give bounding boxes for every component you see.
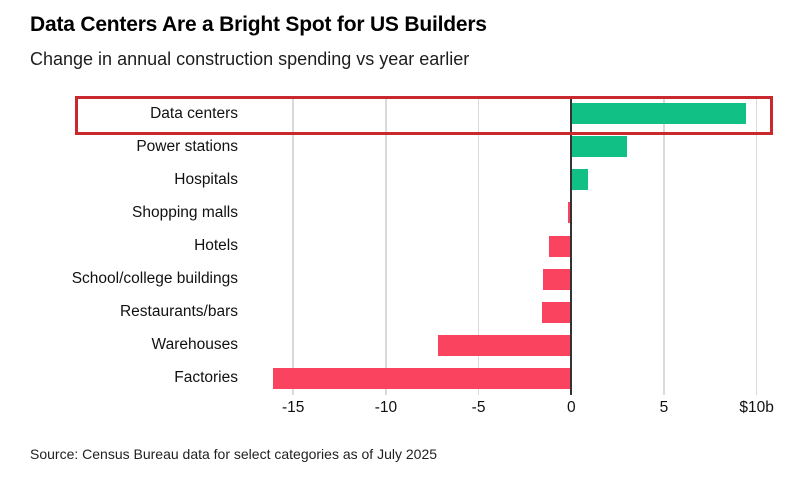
category-label-hotels: Hotels: [194, 236, 238, 254]
gridline-neg5: [477, 97, 480, 395]
bar-data-centers: [571, 103, 746, 125]
bar-chart: Data centers Power stations Hospitals Shopp…: [30, 97, 790, 416]
plot-area: [258, 97, 790, 395]
x-tick-label-5: 5: [659, 399, 669, 416]
category-label-factories: Factories: [174, 369, 238, 387]
x-tick-label-10b: $10b: [739, 399, 774, 416]
x-tick-label-neg10: -10: [374, 399, 398, 416]
bar-power-stations: [571, 136, 627, 158]
x-tick-label-neg15: -15: [282, 399, 305, 416]
bar-school-college-buildings: [543, 268, 572, 290]
bar-restaurants-bars: [541, 301, 572, 323]
x-axis: -15 -10 -5 0 5 $10b: [258, 399, 790, 419]
category-label-warehouses: Warehouses: [151, 336, 238, 354]
bar-hospitals: [571, 169, 588, 191]
x-tick-label-0: 0: [566, 399, 576, 416]
source-note: Source: Census Bureau data for select ca…: [30, 446, 438, 462]
category-label-data-centers: Data centers: [150, 104, 238, 122]
bar-factories: [272, 367, 572, 389]
gridline-neg15: [292, 97, 294, 395]
category-labels: Data centers Power stations Hospitals Shopp…: [30, 97, 238, 395]
gridline-10b: [755, 97, 758, 395]
category-label-shopping-malls: Shopping malls: [132, 203, 238, 221]
bar-shopping-malls: [567, 202, 572, 224]
bar-hotels: [549, 235, 572, 257]
category-label-restaurants-bars: Restaurants/bars: [119, 303, 238, 321]
zero-line: [570, 97, 573, 395]
category-label-school-college-buildings: School/college buildings: [71, 270, 238, 288]
gridline-5: [663, 97, 665, 395]
category-label-hospitals: Hospitals: [174, 170, 238, 188]
bar-warehouses: [437, 334, 572, 356]
chart-title: Data Centers Are a Bright Spot for US Bu…: [30, 13, 487, 36]
gridline-neg10: [385, 97, 387, 395]
x-tick-label-neg5: -5: [471, 399, 486, 416]
chart-subtitle: Change in annual construction spending v…: [30, 49, 470, 69]
category-label-power-stations: Power stations: [136, 137, 238, 155]
